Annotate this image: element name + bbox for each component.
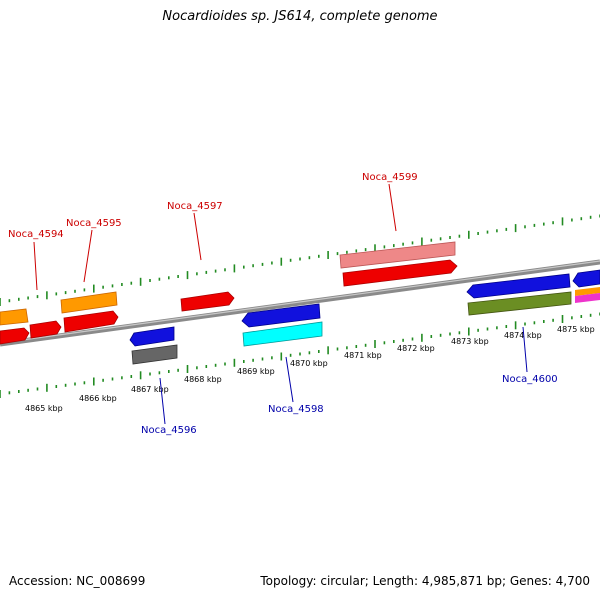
gene-feature-cyan[interactable] [242,321,323,347]
gene-feature-blue[interactable] [572,269,600,288]
kbp-label: 4873 kbp [451,337,489,346]
gene-label-noca-4598[interactable]: Noca_4598 [268,404,324,415]
gene-labels: Noca_4594 Noca_4595 Noca_4597 Noca_4599 … [8,172,558,436]
gene-label-noca-4599[interactable]: Noca_4599 [362,172,418,183]
kbp-label: 4867 kbp [131,385,169,394]
kbp-label: 4865 kbp [25,404,63,413]
gene-feature-blue[interactable] [129,326,175,347]
kbp-label: 4869 kbp [237,367,275,376]
kbp-label: 4866 kbp [79,394,117,403]
gene-label-noca-4595[interactable]: Noca_4595 [66,218,122,229]
genome-summary-text: Topology: circular; Length: 4,985,871 bp… [260,574,590,588]
leader-line [33,241,38,291]
gene-feature-olive[interactable] [467,291,572,316]
gene-feature-gray[interactable] [131,344,178,365]
gene-feature-orange[interactable] [0,308,29,326]
kbp-labels: 4865 kbp 4866 kbp 4867 kbp 4868 kbp 4869… [25,325,595,413]
gene-feature-red[interactable] [0,327,30,345]
gene-feature-blue[interactable] [241,303,321,328]
gene-feature-magenta[interactable] [575,293,600,303]
gene-feature-red[interactable] [180,291,235,312]
kbp-label: 4871 kbp [344,351,382,360]
gene-label-noca-4596[interactable]: Noca_4596 [141,425,197,436]
gene-feature-red[interactable] [342,259,458,287]
leader-line [193,212,202,261]
gene-feature-orange[interactable] [60,291,118,314]
accession-text: Accession: NC_008699 [9,574,146,588]
label-leaders [33,183,528,425]
gene-label-noca-4597[interactable]: Noca_4597 [167,201,223,212]
gene-feature-red[interactable] [63,310,119,333]
kbp-label: 4868 kbp [184,375,222,384]
forward-tick-track [0,214,600,306]
genome-backbone-highlight [0,260,600,344]
genome-backbone [0,259,600,347]
page-title: Nocardioides sp. JS614, complete genome [162,9,438,24]
gene-feature-pink[interactable] [339,241,456,269]
kbp-label: 4874 kbp [504,331,542,340]
leader-line [159,377,166,425]
gene-label-noca-4594[interactable]: Noca_4594 [8,229,64,240]
kbp-label: 4872 kbp [397,344,435,353]
leader-line [285,356,294,403]
forward-features [0,241,600,345]
gene-label-noca-4600[interactable]: Noca_4600 [502,374,558,385]
kbp-label: 4870 kbp [290,359,328,368]
reverse-tick-track [0,312,600,398]
leader-line [388,183,397,232]
kbp-label: 4875 kbp [557,325,595,334]
gene-feature-blue[interactable] [466,273,571,299]
leader-line [522,326,528,373]
reverse-features [129,269,600,365]
gene-feature-red[interactable] [29,320,62,339]
leader-line [83,229,93,283]
